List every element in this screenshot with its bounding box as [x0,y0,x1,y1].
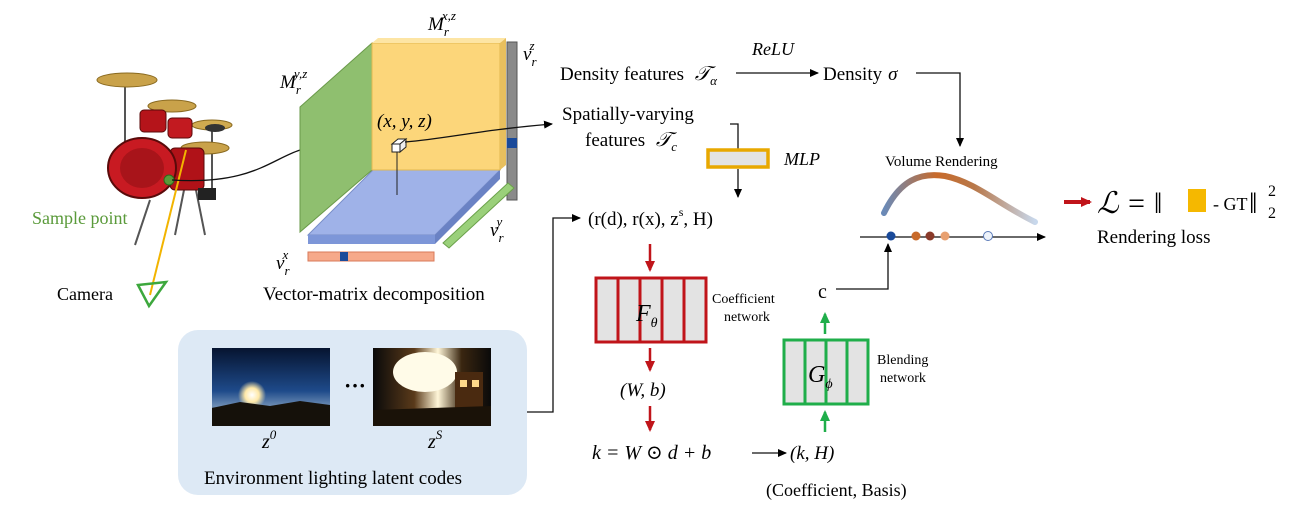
label-zs: zS [427,427,443,453]
label-z0: z0 [261,427,277,453]
label-m-xz: Mrx,z [427,8,456,39]
volume-render-curve [881,172,1038,225]
vector-z [506,41,518,201]
camera-icon [136,280,169,309]
mlp-label: MLP [783,149,820,169]
vm-decomposition [299,38,518,262]
g-phi-label: Gϕ [808,362,833,392]
wb-label: (W, b) [620,380,666,401]
env-codes-label: Environment lighting latent codes [204,468,462,489]
env-map-zs [373,348,491,426]
label-m-yz: Mry,z [279,66,307,97]
camera-ray [149,149,187,296]
coef-net-label-1: Coefficient [712,292,775,307]
loss-formula-start: ℒ = ‖ [1097,187,1162,220]
cube-to-features-arrow [404,120,553,143]
loss-sup: 2 [1268,183,1276,200]
kH-label: (k, H) [790,443,834,464]
rendering-loss-label: Rendering loss [1097,227,1210,248]
loss-norm-end: ‖ [1249,187,1257,220]
spatial-features-line2: features 𝒯c [585,129,678,154]
label-v-y: vry [490,214,504,245]
env-to-input-arrow [527,214,581,413]
env-ellipsis: ··· [344,373,366,398]
sample-point-label: Sample point [32,208,128,228]
mlp-block [706,148,770,169]
blending-network [782,338,870,406]
loss-gt: - GT [1213,194,1248,214]
loss-rendered-patch [1188,189,1206,212]
vector-x [307,251,435,262]
blend-net-label-1: Blending [877,353,928,368]
blend-net-label-2: network [880,371,926,386]
camera-label: Camera [57,284,113,304]
env-map-z0 [212,348,330,426]
volume-rendering-label: Volume Rendering [885,154,998,170]
c-to-render-arrow [836,243,892,290]
features-to-mlp-line [730,123,739,150]
relu-label: ReLU [751,39,795,59]
vector-y [442,182,515,249]
spatial-features-line1: Spatially-varying [562,104,694,125]
input-vector-label: (r(d), r(x), zs, H) [588,205,713,230]
coefficient-network [594,276,708,344]
c-label: c [818,281,827,303]
coef-net-label-2: network [724,310,770,325]
sample-cube [390,137,408,154]
label-v-z: vrz [523,38,537,69]
label-xyz: (x, y, z) [377,111,432,132]
k-formula-label: k = W ⊙ d + b [592,442,711,464]
density-label: Density σ [823,64,898,85]
ray-sample-points [886,231,993,241]
f-theta-label: Fθ [635,301,658,331]
density-features-label: Density features 𝒯α [560,63,718,88]
coef-basis-label: (Coefficient, Basis) [766,480,907,501]
loss-sub: 2 [1268,205,1276,222]
vm-decomp-label: Vector-matrix decomposition [263,284,485,305]
density-to-render-arrow [916,72,964,147]
label-v-x: vrx [276,247,290,278]
drum-kit-image [96,72,233,246]
matrix-xz [371,42,501,171]
